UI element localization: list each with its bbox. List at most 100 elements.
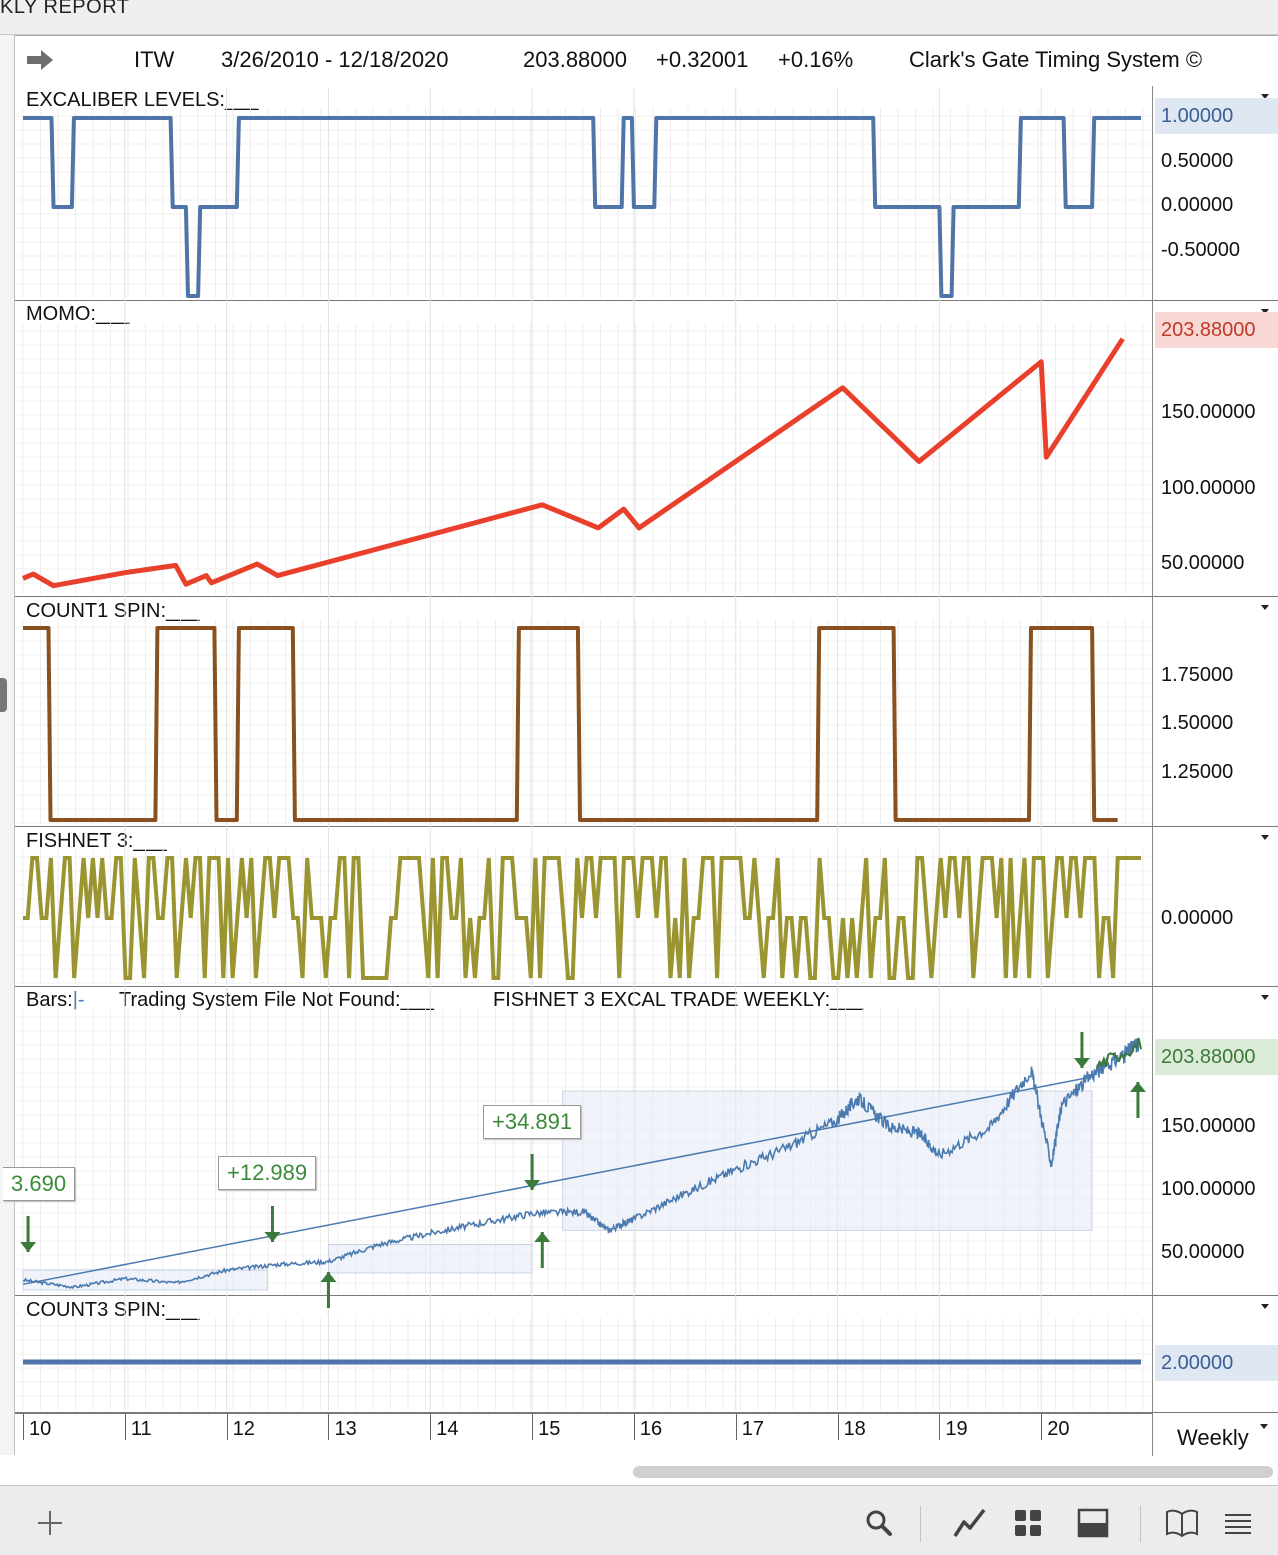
system-name-label: Clark's Gate Timing System © [909, 47, 1203, 72]
momo-menu-icon[interactable] [1261, 309, 1269, 314]
count1-label: COUNT1 SPIN:___ [26, 600, 200, 622]
menu-icon[interactable] [1222, 1508, 1254, 1538]
sell-arrow-2-head [264, 1232, 281, 1242]
search-icon[interactable] [864, 1508, 894, 1538]
x-tick [837, 1414, 839, 1440]
x-tick-label: 18 [843, 1418, 866, 1440]
momo-panel: MOMO:___ [15, 301, 1278, 597]
count3-value-box [1155, 1345, 1278, 1381]
x-tick-label: 14 [436, 1418, 459, 1440]
sell-arrow-3-head [524, 1180, 541, 1190]
excaliber-ylabel-2: 0.00000 [1161, 194, 1234, 216]
trade-bands [22, 1090, 1093, 1291]
trading-system-label: Trading System File Not Found:___ [119, 989, 434, 1011]
sell-arrow-1-head [20, 1242, 37, 1252]
x-tick-label: 16 [639, 1418, 663, 1440]
trade-result-3: +34.891 [483, 1105, 582, 1139]
momo-ylabel-2: 50.00000 [1161, 552, 1245, 574]
x-tick-label: 11 [130, 1418, 152, 1440]
last-price-label: 203.88000 [523, 47, 627, 72]
y-axis-divider [1152, 86, 1153, 1456]
x-tick [23, 1414, 24, 1440]
bars-label: Bars:|- [26, 989, 85, 1011]
count1-ylabel-0: 1.75000 [1161, 664, 1234, 686]
x-tick [1041, 1414, 1043, 1440]
x-tick-label: 19 [945, 1418, 968, 1440]
excaliber-panel: EXCALIBER LEVELS:___ [15, 86, 1278, 301]
book-icon[interactable] [1165, 1508, 1199, 1538]
x-tick [939, 1414, 941, 1440]
toolbar-separator [920, 1506, 921, 1542]
count3-menu-icon[interactable] [1261, 1304, 1269, 1309]
chart-header: ITW 3/26/2010 - 12/18/2020 203.88000 +0.… [15, 35, 1278, 87]
change-label: +0.32001 [656, 47, 749, 72]
momo-series [22, 337, 1125, 589]
left-sidebar-edge [0, 35, 15, 1455]
x-tick [328, 1414, 330, 1440]
price-ylabel-1: 100.00000 [1161, 1178, 1256, 1200]
fishnet-label: FISHNET 3:___ [26, 830, 167, 852]
series-layer [22, 116, 1142, 1365]
sell-arrow-4-head [1073, 1058, 1090, 1068]
trade-result-1: 3.690 [3, 1167, 76, 1201]
x-tick [735, 1414, 737, 1440]
period-selector[interactable]: Weekly [1177, 1425, 1249, 1450]
excaliber-menu-icon[interactable] [1261, 94, 1269, 99]
x-tick-label: 13 [334, 1418, 357, 1440]
change-pct-label: +0.16% [778, 47, 854, 72]
fishnet-trade-label: FISHNET 3 EXCAL TRADE WEEKLY:___ [493, 989, 864, 1011]
buy-arrow-3-head [1129, 1082, 1146, 1092]
period-dropdown-icon[interactable] [1260, 1424, 1268, 1429]
bottom-toolbar [0, 1485, 1278, 1555]
fishnet-menu-icon[interactable] [1261, 835, 1269, 840]
trade-band [562, 1090, 1093, 1231]
excaliber-ylabel-3: -0.50000 [1161, 239, 1240, 261]
horizontal-scroll-thumb[interactable] [633, 1466, 1273, 1478]
count3-label: COUNT3 SPIN:___ [26, 1299, 200, 1321]
x-tick [124, 1414, 126, 1440]
trade-marks [20, 1032, 1146, 1308]
x-tick [633, 1414, 635, 1440]
count1-ylabel-2: 1.25000 [1161, 761, 1234, 783]
date-range-label: 3/26/2010 - 12/18/2020 [221, 47, 449, 72]
price-series [22, 1037, 1140, 1290]
excaliber-ylabel-0: 1.00000 [1161, 105, 1234, 127]
momo-label: MOMO:___ [26, 303, 130, 325]
window-title: KLY REPORT [0, 0, 130, 18]
price-menu-icon[interactable] [1261, 995, 1269, 1000]
count1-panel: COUNT1 SPIN:___ [15, 597, 1278, 827]
x-tick-label: 17 [741, 1418, 764, 1440]
buy-arrow-2-head [534, 1232, 551, 1242]
line-chart-icon[interactable] [952, 1506, 988, 1540]
x-tick [532, 1414, 534, 1440]
sidebar-resize-handle[interactable] [0, 678, 7, 712]
trade-band [327, 1244, 533, 1274]
price-last-value: 203.88000 [1161, 1046, 1256, 1068]
x-tick-label: 12 [232, 1418, 255, 1440]
momo-value-box [1155, 312, 1278, 348]
count1-series [23, 626, 1118, 822]
fishnet-series [23, 856, 1141, 980]
grid-lines [16, 88, 1150, 1410]
x-axis: 10 11 12 13 14 15 16 17 18 19 20 [15, 1413, 1152, 1456]
excaliber-label: EXCALIBER LEVELS:___ [26, 89, 259, 111]
price-ylabel-0: 150.00000 [1161, 1115, 1256, 1137]
momo-ylabel-1: 100.00000 [1161, 477, 1256, 499]
momo-last-value: 203.88000 [1161, 319, 1256, 341]
price-trendline [22, 1076, 1093, 1286]
count1-menu-icon[interactable] [1261, 605, 1269, 610]
count1-ylabel-1: 1.50000 [1161, 712, 1234, 734]
trade-series [1096, 1038, 1142, 1069]
fishnet-ylabel-0: 0.00000 [1161, 907, 1234, 929]
panel-layout-icon[interactable] [1077, 1508, 1109, 1538]
arrow-right-icon[interactable] [25, 48, 55, 72]
grid-layout-icon[interactable] [1013, 1508, 1043, 1538]
symbol-label: ITW [134, 47, 175, 72]
excaliber-ylabel-1: 0.50000 [1161, 150, 1234, 172]
momo-ylabel-0: 150.00000 [1161, 401, 1256, 423]
add-icon[interactable] [35, 1508, 65, 1538]
price-ylabel-2: 50.00000 [1161, 1241, 1245, 1263]
window-titlebar: KLY REPORT [0, 0, 1278, 35]
x-tick [226, 1414, 228, 1440]
